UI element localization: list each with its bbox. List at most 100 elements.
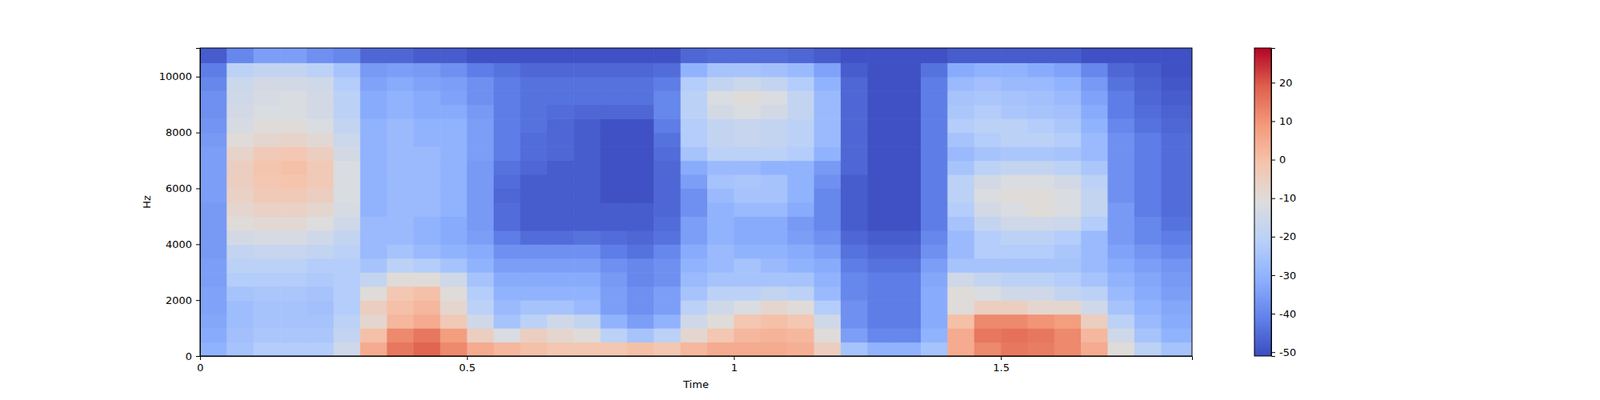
cell (520, 300, 548, 315)
cell (200, 286, 228, 301)
cell (813, 216, 841, 231)
cell (813, 174, 841, 189)
tick: 20 (1271, 76, 1293, 89)
cell (573, 118, 601, 133)
tick-label: 6000 (165, 182, 192, 195)
cell (680, 62, 708, 77)
cell (440, 174, 468, 189)
cell (333, 286, 361, 301)
cell (1027, 216, 1055, 231)
cell (1027, 272, 1055, 287)
cell (894, 328, 922, 343)
cell (1160, 272, 1192, 287)
cell (520, 188, 548, 203)
cell (467, 118, 495, 133)
cell (733, 118, 761, 133)
cell (787, 90, 815, 105)
cell (787, 286, 815, 301)
axis-line (196, 48, 201, 357)
cell (413, 104, 441, 120)
tick-mark (196, 76, 200, 78)
cell (200, 160, 228, 176)
cell (493, 300, 521, 315)
cell (573, 286, 601, 301)
cell (387, 328, 415, 343)
tick: 0.5 (459, 356, 476, 374)
cell (974, 90, 1002, 105)
cell (333, 272, 361, 287)
cell (467, 90, 495, 105)
cell (733, 300, 761, 315)
cell (360, 258, 388, 273)
cell (280, 132, 308, 148)
cell (707, 76, 735, 92)
cell (920, 342, 948, 356)
cell (760, 76, 788, 92)
cell (573, 244, 601, 259)
tick: -40 (1271, 308, 1296, 320)
cell (1160, 342, 1192, 356)
cell (306, 188, 334, 203)
cell (787, 146, 815, 161)
cell (680, 188, 708, 203)
cell (253, 258, 281, 273)
cell (920, 314, 948, 329)
cell (787, 76, 815, 92)
cell (280, 202, 308, 217)
cell (360, 76, 388, 92)
cell (787, 216, 815, 231)
cell (333, 230, 361, 245)
cell (680, 328, 708, 343)
cell (600, 258, 628, 273)
cell (200, 272, 228, 287)
cell (867, 146, 895, 161)
cell (573, 132, 601, 148)
cell (1108, 132, 1136, 148)
cell (333, 328, 361, 343)
cell (1054, 90, 1082, 105)
cell (760, 342, 788, 356)
cell (1080, 216, 1108, 231)
cell (947, 118, 975, 133)
cell (280, 76, 308, 92)
cell (440, 314, 468, 329)
cell (653, 342, 681, 356)
cell (226, 202, 254, 217)
cell (1108, 314, 1136, 329)
cell (600, 90, 628, 105)
cell (493, 48, 521, 64)
cell (974, 258, 1002, 273)
cell (894, 62, 922, 77)
cell (387, 132, 415, 148)
cell (520, 244, 548, 259)
cell (413, 230, 441, 245)
cell (707, 202, 735, 217)
cell (813, 188, 841, 203)
cell (333, 300, 361, 315)
cell (520, 202, 548, 217)
cell (1000, 230, 1028, 245)
cells (200, 48, 1192, 356)
cell (280, 188, 308, 203)
cell (1160, 244, 1192, 259)
cell (760, 48, 788, 64)
cell (520, 146, 548, 161)
cell (707, 188, 735, 203)
cell (413, 48, 441, 64)
cell (653, 76, 681, 92)
cell (253, 286, 281, 301)
tick-label: -50 (1279, 346, 1296, 359)
cell (760, 146, 788, 161)
cell (974, 174, 1002, 189)
cell (440, 244, 468, 259)
cell (1134, 328, 1162, 343)
cell (520, 328, 548, 343)
cell (733, 146, 761, 161)
cell (200, 216, 228, 231)
cell (653, 132, 681, 148)
cell (1080, 76, 1108, 92)
cell (333, 314, 361, 329)
cell (680, 174, 708, 189)
cell (813, 132, 841, 148)
tick-label: 0 (196, 361, 204, 374)
